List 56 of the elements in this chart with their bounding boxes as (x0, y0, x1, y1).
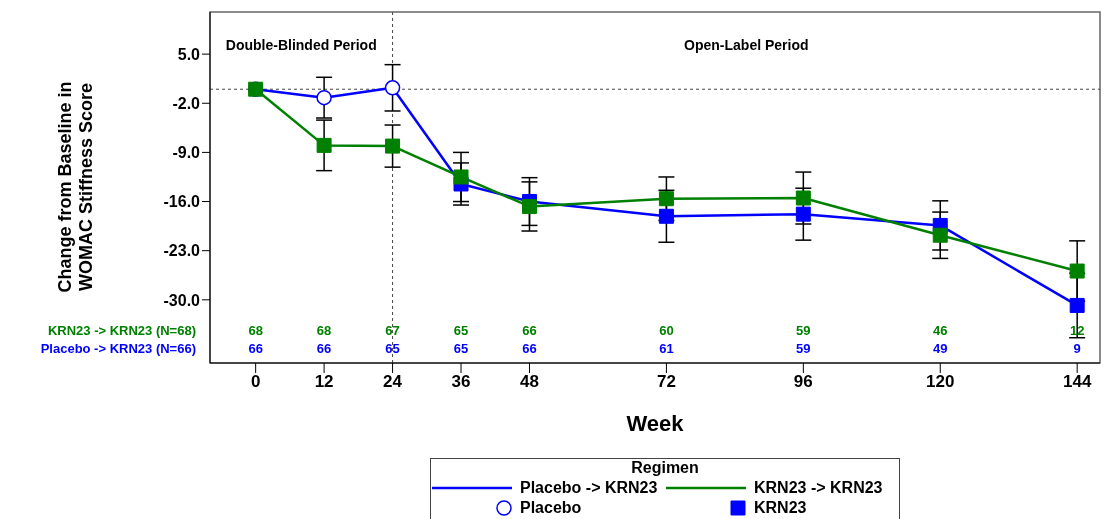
y-tick-label: 5.0 (177, 45, 201, 63)
annotation: 65 (453, 323, 469, 339)
point (658, 208, 674, 224)
annotation: 59 (796, 323, 811, 339)
annotation: 60 (659, 323, 674, 339)
annotation: 66 (316, 340, 332, 356)
legend-label: Placebo (520, 498, 582, 518)
legend-label: KRN23 -> KRN23 (754, 478, 883, 498)
point (658, 191, 674, 207)
y-tick-label: -23.0 (163, 242, 201, 260)
annotation: 61 (659, 340, 674, 356)
annotation: 65 (453, 340, 469, 356)
point (521, 198, 537, 214)
point (795, 206, 811, 222)
annotation: 66 (248, 340, 263, 356)
x-tick-label: 12 (314, 372, 334, 392)
x-tick-label: 120 (926, 372, 955, 392)
x-tick-label: 36 (451, 372, 471, 392)
legend-label: KRN23 (754, 498, 807, 518)
annotation: 66 (522, 323, 537, 339)
x-tick-label: 72 (656, 372, 676, 392)
y-tick-label: -2.0 (172, 94, 201, 112)
annotation: 49 (933, 340, 948, 356)
x-tick-label: 48 (520, 372, 539, 392)
point (1069, 263, 1085, 279)
point (795, 190, 811, 206)
annotation: 9 (1073, 340, 1081, 356)
y-tick-label: -9.0 (172, 144, 201, 162)
point (1069, 297, 1085, 313)
x-tick-label: 24 (383, 372, 403, 392)
text: Placebo -> KRN23 (N=66) (40, 340, 196, 356)
y-axis-title: Change from Baseline in WOMAC Stiffness Score (55, 81, 97, 293)
annotation: 67 (385, 323, 400, 339)
annotation: 68 (316, 323, 332, 339)
point (384, 80, 401, 96)
x-tick-label: 96 (793, 372, 813, 392)
annotation: 68 (248, 323, 263, 339)
annotation: 66 (522, 340, 537, 356)
x-axis-title: Week (626, 411, 685, 436)
annotation: Double-Blinded Period (225, 36, 377, 53)
x-tick-label: 144 (1062, 372, 1092, 392)
y-tick-label: -16.0 (163, 193, 201, 211)
annotation: 65 (385, 340, 400, 356)
annotation: Open-Label Period (684, 36, 809, 53)
point (316, 89, 332, 106)
y-tick-label: -30.0 (163, 291, 201, 309)
point (316, 137, 332, 153)
legend-title: Regimen (631, 459, 699, 476)
legend-label: Placebo -> KRN23 (520, 478, 658, 498)
annotation: 46 (933, 323, 948, 339)
x-tick-label: 0 (250, 372, 261, 392)
text: KRN23 -> KRN23 (N=68) (47, 323, 196, 339)
point (453, 169, 469, 185)
point (932, 227, 948, 243)
annotation: 59 (796, 340, 811, 356)
point (385, 138, 401, 154)
